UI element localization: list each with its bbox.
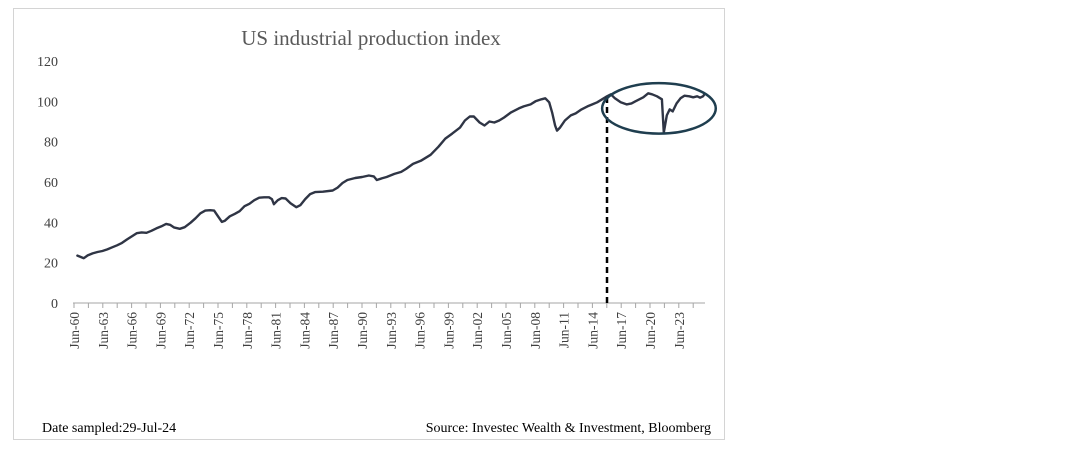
y-tick-label: 20 [44,257,58,272]
x-tick-label: Jun-96 [413,312,428,349]
series-line-industrial-production [76,92,706,260]
y-tick-label: 80 [44,136,58,151]
x-tick-label: Jun-23 [672,312,687,349]
y-axis: 0 20 40 60 80 100 120 [37,55,58,312]
series-layer [76,92,706,260]
x-tick-label: Jun-60 [67,312,82,349]
footer-date-sampled: Date sampled:29-Jul-24 [42,421,176,436]
x-tick-label: Jun-90 [355,312,370,349]
line-chart: US industrial production index 0 20 40 60 80… [37,26,718,436]
x-tick-label: Jun-69 [153,312,168,349]
x-tick-label: Jun-87 [326,312,341,349]
y-tick-label: 40 [44,216,58,231]
x-tick-label: Jun-02 [470,312,485,349]
y-tick-label: 120 [37,55,58,70]
x-tick-label: Jun-20 [643,312,658,349]
highlight-ellipse [600,81,718,135]
x-tick-label: Jun-17 [614,312,629,349]
x-tick-label: Jun-78 [240,312,255,349]
x-tick-label: Jun-84 [297,312,312,349]
chart-frame: US industrial production index 0 20 40 60 80… [13,8,725,440]
x-axis: Jun-60 Jun-63 Jun-66 Jun-69 Jun-72 Jun-75 Jun-… [67,302,705,349]
x-tick-label: Jun-81 [269,312,284,349]
chart-title: US industrial production index [241,26,501,50]
x-tick-label: Jun-14 [585,312,600,349]
y-tick-label: 0 [51,297,58,312]
x-tick-label: Jun-63 [96,312,111,349]
x-tick-label: Jun-66 [125,312,140,349]
x-tick-label: Jun-93 [384,312,399,349]
annotation-layer [600,81,718,303]
x-tick-label: Jun-75 [211,312,226,349]
footer-source: Source: Investec Wealth & Investment, Bl… [426,421,711,436]
y-tick-label: 60 [44,176,58,191]
y-tick-label: 100 [37,95,58,110]
x-tick-label: Jun-05 [499,312,514,349]
x-tick-label: Jun-72 [182,312,197,349]
x-tick-label: Jun-08 [528,312,543,349]
x-tick-label: Jun-11 [557,312,572,348]
x-tick-label: Jun-99 [441,312,456,349]
